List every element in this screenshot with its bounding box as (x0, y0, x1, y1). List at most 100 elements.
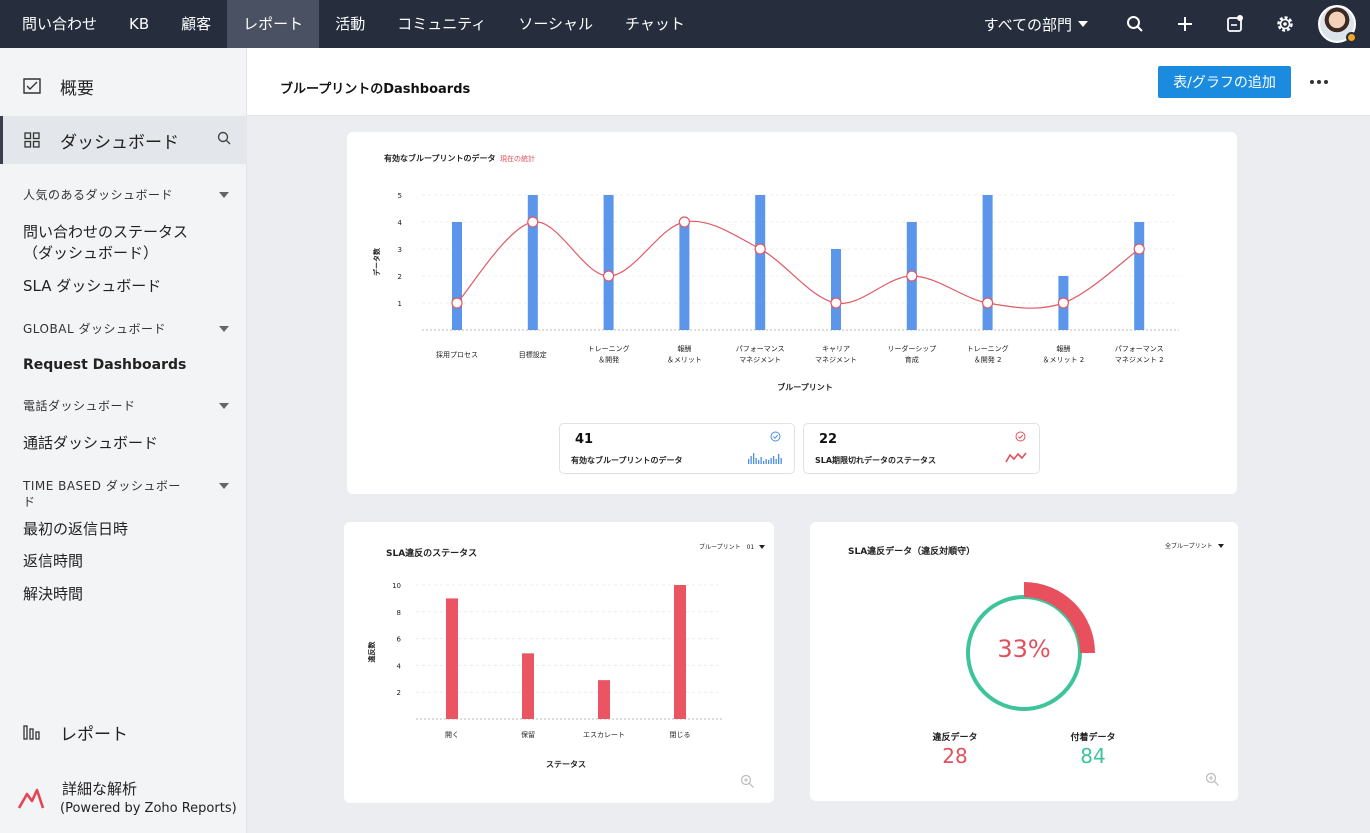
chevron-down-icon (219, 483, 229, 489)
x-tick-label: パフォーマンスマネジメント 2 (1115, 345, 1164, 364)
y-tick-label: 3 (398, 246, 402, 254)
all-blueprints-filter-dropdown[interactable]: 全ブループリント (1165, 541, 1224, 550)
grid-icon (22, 130, 42, 150)
stat-label: 違反データ (932, 733, 978, 743)
stat-value: 28 (942, 744, 968, 768)
sidebar-item-dashboards[interactable]: ダッシュボード (0, 116, 247, 164)
x-tick-label: エスカレート (583, 731, 625, 739)
bar (674, 585, 686, 719)
sidebar-reports-label: レポート (60, 724, 128, 745)
category-phone[interactable]: 電話ダッシュボード (23, 398, 233, 414)
y-axis-label: データ数 (372, 247, 381, 276)
bar (527, 195, 538, 330)
tab-requests[interactable]: 問い合わせ (22, 15, 98, 33)
status-dot (1346, 32, 1357, 43)
x-tick-label: 採用プロセス (436, 350, 478, 359)
sidebar-dashboards-label: ダッシュボード (60, 132, 179, 153)
sidebar-item-overview[interactable]: 概要 (0, 68, 247, 104)
line-point (906, 270, 918, 282)
line-point (678, 216, 690, 228)
stat-compliance: 付着データ 84 (1053, 730, 1133, 768)
search-icon[interactable] (1110, 0, 1160, 48)
sparkline-line-icon (1005, 452, 1027, 463)
page-header: ブループリントのDashboards 表/グラフの追加 (247, 48, 1370, 116)
kpi-active-blueprints[interactable]: 41 有効なブループリントのデータ (559, 423, 795, 474)
sidebar-item-resolution-time[interactable]: 解決時間 (23, 585, 84, 603)
tab-community[interactable]: コミュニティ (397, 15, 487, 33)
tab-reports[interactable]: レポート (227, 0, 320, 48)
search-icon[interactable] (217, 130, 231, 150)
sidebar: 概要 ダッシュボード 人気のあるダッシュボード 問い合わせのステータス （ダッシ… (0, 48, 247, 833)
chevron-down-icon (1217, 543, 1224, 548)
stat-value: 84 (1080, 744, 1106, 768)
kpi-sla-expired[interactable]: 22 SLA期限切れデータのステータス (803, 423, 1040, 474)
blueprint-filter-dropdown[interactable]: ブループリント 01 (699, 542, 766, 551)
tab-chat[interactable]: チャット (625, 15, 685, 33)
sidebar-item-first-reply[interactable]: 最初の返信日時 (23, 520, 129, 538)
tab-kb[interactable]: KB (129, 15, 150, 33)
avatar[interactable] (1318, 5, 1357, 43)
y-tick-label: 8 (397, 609, 401, 617)
category-popular[interactable]: 人気のあるダッシュボード (23, 187, 233, 203)
y-tick-label: 4 (397, 662, 402, 670)
x-tick-label: 報酬＆メリット (667, 344, 702, 364)
department-selector[interactable]: すべての部門 (984, 14, 1088, 35)
y-tick-label: 4 (398, 219, 403, 227)
sla-donut-chart (966, 582, 1095, 711)
top-navigation: 問い合わせ KB 顧客 レポート 活動 コミュニティ ソーシャル チャット すべ… (0, 0, 1370, 48)
line-point (1133, 243, 1145, 255)
x-tick-label: 閉じる (670, 731, 691, 739)
bar (603, 195, 614, 330)
category-popular-label: 人気のあるダッシュボード (23, 188, 174, 202)
y-axis-label: 違反数 (367, 641, 376, 663)
sidebar-item-request-status[interactable]: 問い合わせのステータス （ダッシュボード） (23, 223, 189, 262)
category-global[interactable]: GLOBAL ダッシュボード (23, 321, 233, 337)
bar (522, 653, 534, 719)
plus-icon[interactable] (1160, 0, 1210, 48)
tab-social[interactable]: ソーシャル (518, 15, 594, 33)
sidebar-item-call-dashboard[interactable]: 通話ダッシュボード (23, 434, 159, 452)
tab-activities[interactable]: 活動 (335, 15, 366, 33)
x-tick-label: リーダーシップ育成 (887, 344, 936, 364)
line-point (451, 297, 463, 309)
zoom-in-icon[interactable] (1205, 772, 1220, 787)
more-options-icon[interactable] (1307, 70, 1331, 94)
sidebar-item-sla-dashboard[interactable]: SLA ダッシュボード (23, 277, 162, 295)
analytics-subtitle: (Powered by Zoho Reports) (60, 801, 237, 816)
compose-icon[interactable] (1210, 0, 1260, 48)
sidebar-item-reports[interactable]: レポート (0, 716, 247, 748)
blueprint-data-card: 有効なブループリントのデータ 現在の統計 1 2 3 4 5 採用プロセス 目標設定 トレーニ… (347, 132, 1237, 494)
x-tick-label: 保留 (521, 730, 535, 739)
sla-violation-vs-compliance-card: SLA違反データ（違反対順守） 全ブループリント 33% 違反データ 28 付着… (810, 522, 1238, 801)
category-time-based[interactable]: TIME BASED ダッシュボード (23, 478, 229, 510)
bar (598, 680, 610, 719)
category-global-label: GLOBAL ダッシュボード (23, 322, 166, 336)
zoom-in-icon[interactable] (740, 774, 755, 789)
category-phone-label: 電話ダッシュボード (23, 399, 136, 413)
kpi-value: 41 (575, 432, 594, 447)
x-tick-label: 報酬＆メリット 2 (1043, 344, 1085, 364)
overview-icon (22, 76, 42, 96)
chevron-down-icon (219, 326, 229, 332)
x-tick-label: トレーニング＆開発 (588, 344, 630, 364)
analytics-icon (17, 786, 45, 814)
sidebar-item-reply-time[interactable]: 返信時間 (23, 552, 84, 570)
gear-icon[interactable] (1260, 0, 1310, 48)
check-circle-icon (1015, 431, 1026, 442)
x-axis-label: ブループリント (777, 382, 833, 392)
add-chart-button[interactable]: 表/グラフの追加 (1158, 66, 1291, 98)
bar (831, 249, 841, 330)
line-point (754, 243, 766, 255)
tab-customers[interactable]: 顧客 (181, 15, 212, 33)
line-point (603, 270, 615, 282)
card1-title: 有効なブループリントのデータ (384, 154, 496, 163)
category-time-based-label: TIME BASED ダッシュボード (23, 479, 181, 509)
sidebar-item-request-dashboards[interactable]: Request Dashboards (23, 357, 187, 373)
current-stats-tag: 現在の統計 (500, 155, 535, 163)
check-circle-icon (770, 431, 781, 442)
y-tick-label: 2 (398, 273, 402, 281)
chevron-down-icon (219, 403, 229, 409)
sidebar-item-analytics[interactable]: 詳細な解析 (Powered by Zoho Reports) (0, 776, 247, 822)
filter-label: ブループリント 01 (699, 544, 755, 551)
